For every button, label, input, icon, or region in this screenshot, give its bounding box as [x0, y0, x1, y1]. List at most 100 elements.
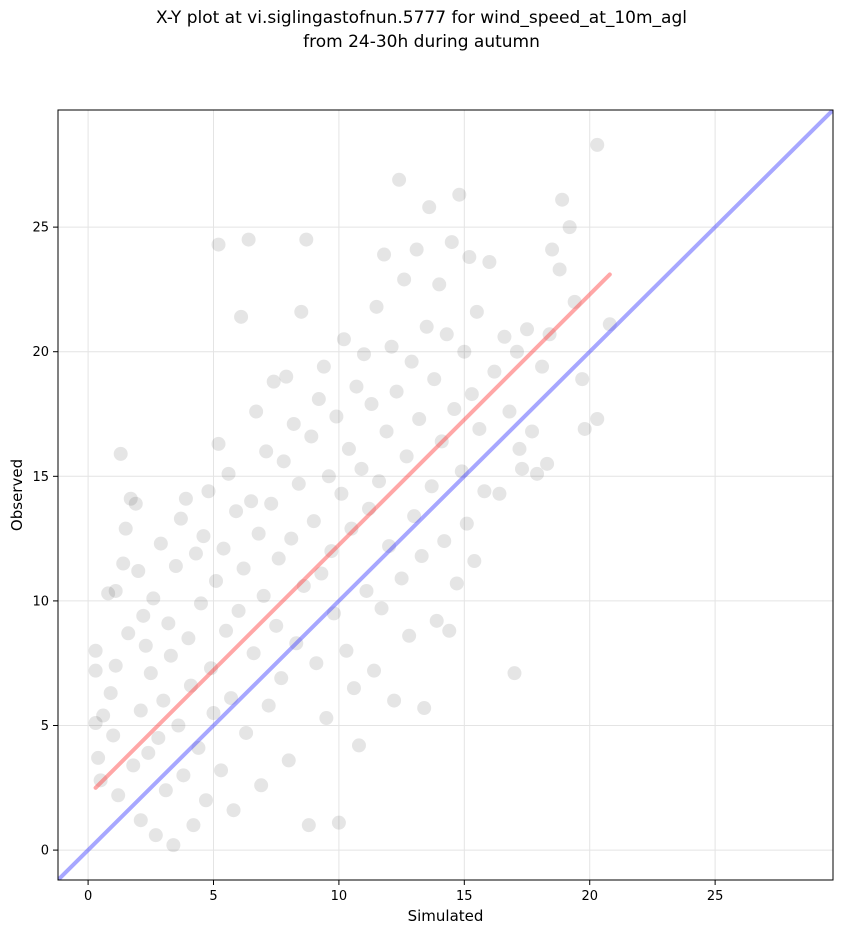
data-point [377, 247, 392, 262]
data-point [316, 359, 331, 374]
data-point [602, 317, 617, 332]
data-point [414, 549, 429, 564]
data-point [286, 416, 301, 431]
data-point [407, 509, 422, 524]
data-point [101, 586, 116, 601]
data-point [113, 446, 128, 461]
data-point [590, 411, 605, 426]
data-point [106, 728, 121, 743]
data-point [219, 623, 234, 638]
data-point [163, 648, 178, 663]
data-point [188, 546, 203, 561]
data-point [331, 815, 346, 830]
chart-title-line-1: X-Y plot at vi.siglingastofnun.5777 for … [155, 8, 687, 28]
data-point [467, 554, 482, 569]
data-point [236, 561, 251, 576]
data-point [138, 638, 153, 653]
data-point [131, 564, 146, 579]
data-point [136, 608, 151, 623]
data-point [206, 706, 221, 721]
x-axis-label: Simulated [408, 907, 484, 925]
data-point [88, 643, 103, 658]
data-point [143, 666, 158, 681]
data-point [266, 374, 281, 389]
data-point [336, 332, 351, 347]
identity-line [58, 110, 833, 880]
data-point [417, 701, 432, 716]
data-point [279, 369, 294, 384]
data-point [96, 708, 111, 723]
data-point [269, 618, 284, 633]
data-point [224, 691, 239, 706]
data-point [198, 793, 213, 808]
data-point [191, 740, 206, 755]
data-point [254, 778, 269, 793]
data-point [372, 474, 387, 489]
data-point [314, 566, 329, 581]
data-point [590, 137, 605, 152]
data-point [291, 476, 306, 491]
data-point [404, 354, 419, 369]
data-point [419, 319, 434, 334]
y-tick-label: 5 [41, 719, 49, 734]
data-point [251, 526, 266, 541]
data-point [399, 449, 414, 464]
data-point [344, 521, 359, 536]
data-point [123, 491, 138, 506]
data-point [329, 409, 344, 424]
data-point [103, 686, 118, 701]
data-point [201, 484, 216, 499]
data-point [540, 456, 555, 471]
data-point [412, 411, 427, 426]
data-point [146, 591, 161, 606]
data-point [229, 504, 244, 519]
data-point [161, 616, 176, 631]
data-point [389, 384, 404, 399]
data-point [535, 359, 550, 374]
scatter-points [88, 137, 617, 853]
data-point [276, 454, 291, 469]
data-point [173, 511, 188, 526]
grid-lines [58, 110, 833, 880]
data-point [444, 235, 459, 250]
data-point [118, 521, 133, 536]
x-tick-label: 25 [707, 889, 724, 904]
data-point [126, 758, 141, 773]
data-point [93, 773, 108, 788]
data-point [211, 237, 226, 252]
data-point [128, 496, 143, 511]
data-point [464, 387, 479, 402]
chart-title-line-2: from 24-30h during autumn [303, 32, 540, 52]
data-point [324, 544, 339, 559]
data-point [264, 496, 279, 511]
data-point [434, 434, 449, 449]
data-point [88, 663, 103, 678]
data-point [168, 559, 183, 574]
data-point [304, 429, 319, 444]
data-point [437, 534, 452, 549]
y-axis-label: Observed [8, 459, 26, 531]
data-point [158, 783, 173, 798]
data-point [552, 262, 567, 277]
data-point [502, 404, 517, 419]
data-point [457, 344, 472, 359]
data-point [326, 606, 341, 621]
data-point [91, 750, 106, 765]
data-point [249, 404, 264, 419]
data-point [362, 501, 377, 516]
reference-lines [58, 110, 833, 880]
data-point [133, 813, 148, 828]
data-point [133, 703, 148, 718]
data-point [299, 232, 314, 247]
data-point [108, 658, 123, 673]
fit-line [93, 272, 612, 790]
data-point [271, 551, 286, 566]
data-point [203, 661, 218, 676]
y-tick-label: 15 [32, 470, 49, 485]
data-point [306, 514, 321, 529]
data-point [311, 392, 326, 407]
data-point [231, 603, 246, 618]
data-point [356, 347, 371, 362]
data-point [284, 531, 299, 546]
